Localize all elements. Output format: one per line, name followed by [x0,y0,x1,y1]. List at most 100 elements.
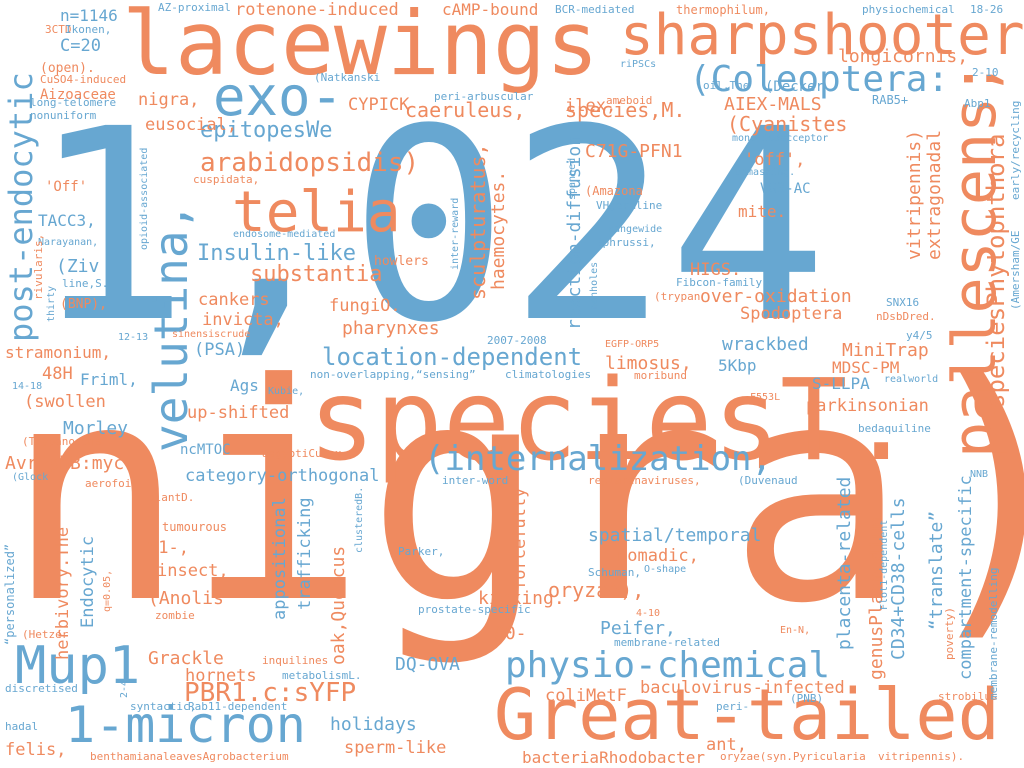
cloud-word: wrackbed [722,334,809,355]
cloud-word: climatologies [505,368,592,381]
cloud-word: prostate-specific [418,603,531,616]
cloud-word: nonuniform [30,109,97,122]
cloud-word: reptarenaviruses, [588,474,701,487]
cloud-word: spanned [567,157,578,200]
cloud-word: 1,024 [30,73,828,381]
cloud-word: nigra) [5,320,1024,669]
cloud-word: C71G-PFN1 [585,141,683,162]
cloud-word: cAMP-bound [442,0,539,19]
cloud-word: clusteredB. [354,486,365,553]
cloud-word: (Ziv [56,256,100,277]
cloud-word: strobilus [938,690,998,703]
cloud-word: PBR1.c:sYFP [184,678,357,708]
cloud-word: felis, [5,740,67,760]
cloud-word: Ags [230,376,259,395]
cloud-word: holidays [330,714,417,735]
cloud-word: placenta-related [834,476,855,650]
cloud-word: fungiO. [329,296,401,316]
cloud-word: hornets [185,666,257,686]
cloud-word: moribund [634,369,687,382]
cloud-word: metabolismL. [282,669,362,682]
cloud-word: q=0.05, [102,569,113,612]
cloud-word: (trypan [654,290,701,303]
cloud-word: line,S. [62,277,109,290]
cloud-word: spatial/temporal [588,525,762,546]
cloud-word: n=1146 [60,6,118,25]
cloud-word: Insulin-like [197,241,356,266]
cloud-word: (PNB) [790,692,824,705]
cloud-word: bacteriaRhodobacter [522,748,706,767]
cloud-word: mono-isoacceptor [732,133,829,144]
cloud-word: Parker, [398,545,445,558]
cloud-word: endosome-mediated [233,229,336,240]
cloud-word: kicking. [478,588,565,609]
cloud-word: zombie [155,609,195,622]
cloud-word: ncMTOC [180,442,231,458]
cloud-word: (BNP), [60,297,107,312]
cloud-word: DQ-OVA [395,654,461,675]
cloud-word: telia [232,180,401,245]
cloud-word: M1-, [148,538,189,558]
cloud-word: “personalized” [3,543,17,645]
cloud-word: aegyptiCulex [262,447,342,460]
cloud-word: 5Kbp [718,356,757,375]
cloud-word: howlers [374,254,429,269]
cloud-word: cuspidata, [193,173,260,186]
cloud-word: Aizoaceae [40,87,116,103]
cloud-word: opioid-associated [139,147,150,250]
cloud-word: benthamianaleavesAgrobacterium [90,750,289,763]
cloud-word: thirty [46,285,57,322]
cloud-word: trafficking [295,497,315,610]
cloud-word: rangewide [608,224,663,235]
cloud-word: AvrPphB:myc [5,453,125,474]
cloud-word: thermophilum, [676,3,770,17]
cloud-word: ilex, [565,96,617,116]
cloud-word: AZ-proximal [158,1,231,14]
cloud-word: Spodoptera [740,304,843,324]
cloud-word: Friml, [80,370,138,389]
cloud-word: (internalization, [424,439,772,479]
cloud-word: non-overlapping,“sensing” [310,368,476,381]
cloud-word: 'off', [744,150,806,170]
cloud-word: vitripennis). [878,750,965,763]
cloud-word: compartment-specific [956,475,976,680]
cloud-word: (Coleoptera: [689,59,950,100]
cloud-word: eusocial, [145,115,238,135]
cloud-word: discretised [5,682,78,695]
cloud-word: SNX16 [886,296,920,309]
cloud-word: sharpshooter [620,3,1024,68]
cloud-word: membrane-remodelling [987,567,1000,700]
cloud-word: over-oxidation [700,286,852,307]
cloud-word: speciesT. [308,356,915,486]
cloud-word: longicornis, [838,46,969,67]
cloud-word: EGFP-ORP5 [605,339,660,350]
cloud-word: inter-reward [450,197,461,270]
cloud-word: nDsbDred. [876,310,936,323]
cloud-word: (open). [40,61,95,76]
cloud-word: (Duvenaud [738,474,798,487]
cloud-word: inquilines [262,654,329,667]
cloud-word: CD34+CD38-cells [888,497,909,660]
cloud-word: extragonadal [924,129,945,260]
cloud-word: cankers [198,290,270,310]
cloud-word: tumourous [162,520,228,534]
cloud-word: Ikonen, [65,23,112,36]
cloud-word: peri-arbuscular [434,90,534,103]
cloud-word: sculpturatus, [466,143,490,300]
cloud-word: arabidopsidis) [200,148,420,178]
cloud-word: caeruleus, [405,98,526,122]
cloud-word: unmasking. [735,167,796,178]
cloud-word: physio-chemical [505,645,831,686]
cloud-word: sinensiscrude [172,329,251,340]
cloud-word: bedaquiline [858,422,931,435]
cloud-word: (Glock [12,472,49,483]
cloud-word: 1-micron [65,696,306,754]
cloud-word: Abp1 [964,97,991,110]
cloud-word: category-orthogonal [185,466,380,486]
cloud-word: long-telomere [30,96,117,109]
cloud-word: speciesPhytophthora [982,133,1010,408]
cloud-word: MDSC-PM [832,358,900,377]
cloud-word: Peifer, [600,618,676,639]
cloud-word: F553L [750,392,781,403]
